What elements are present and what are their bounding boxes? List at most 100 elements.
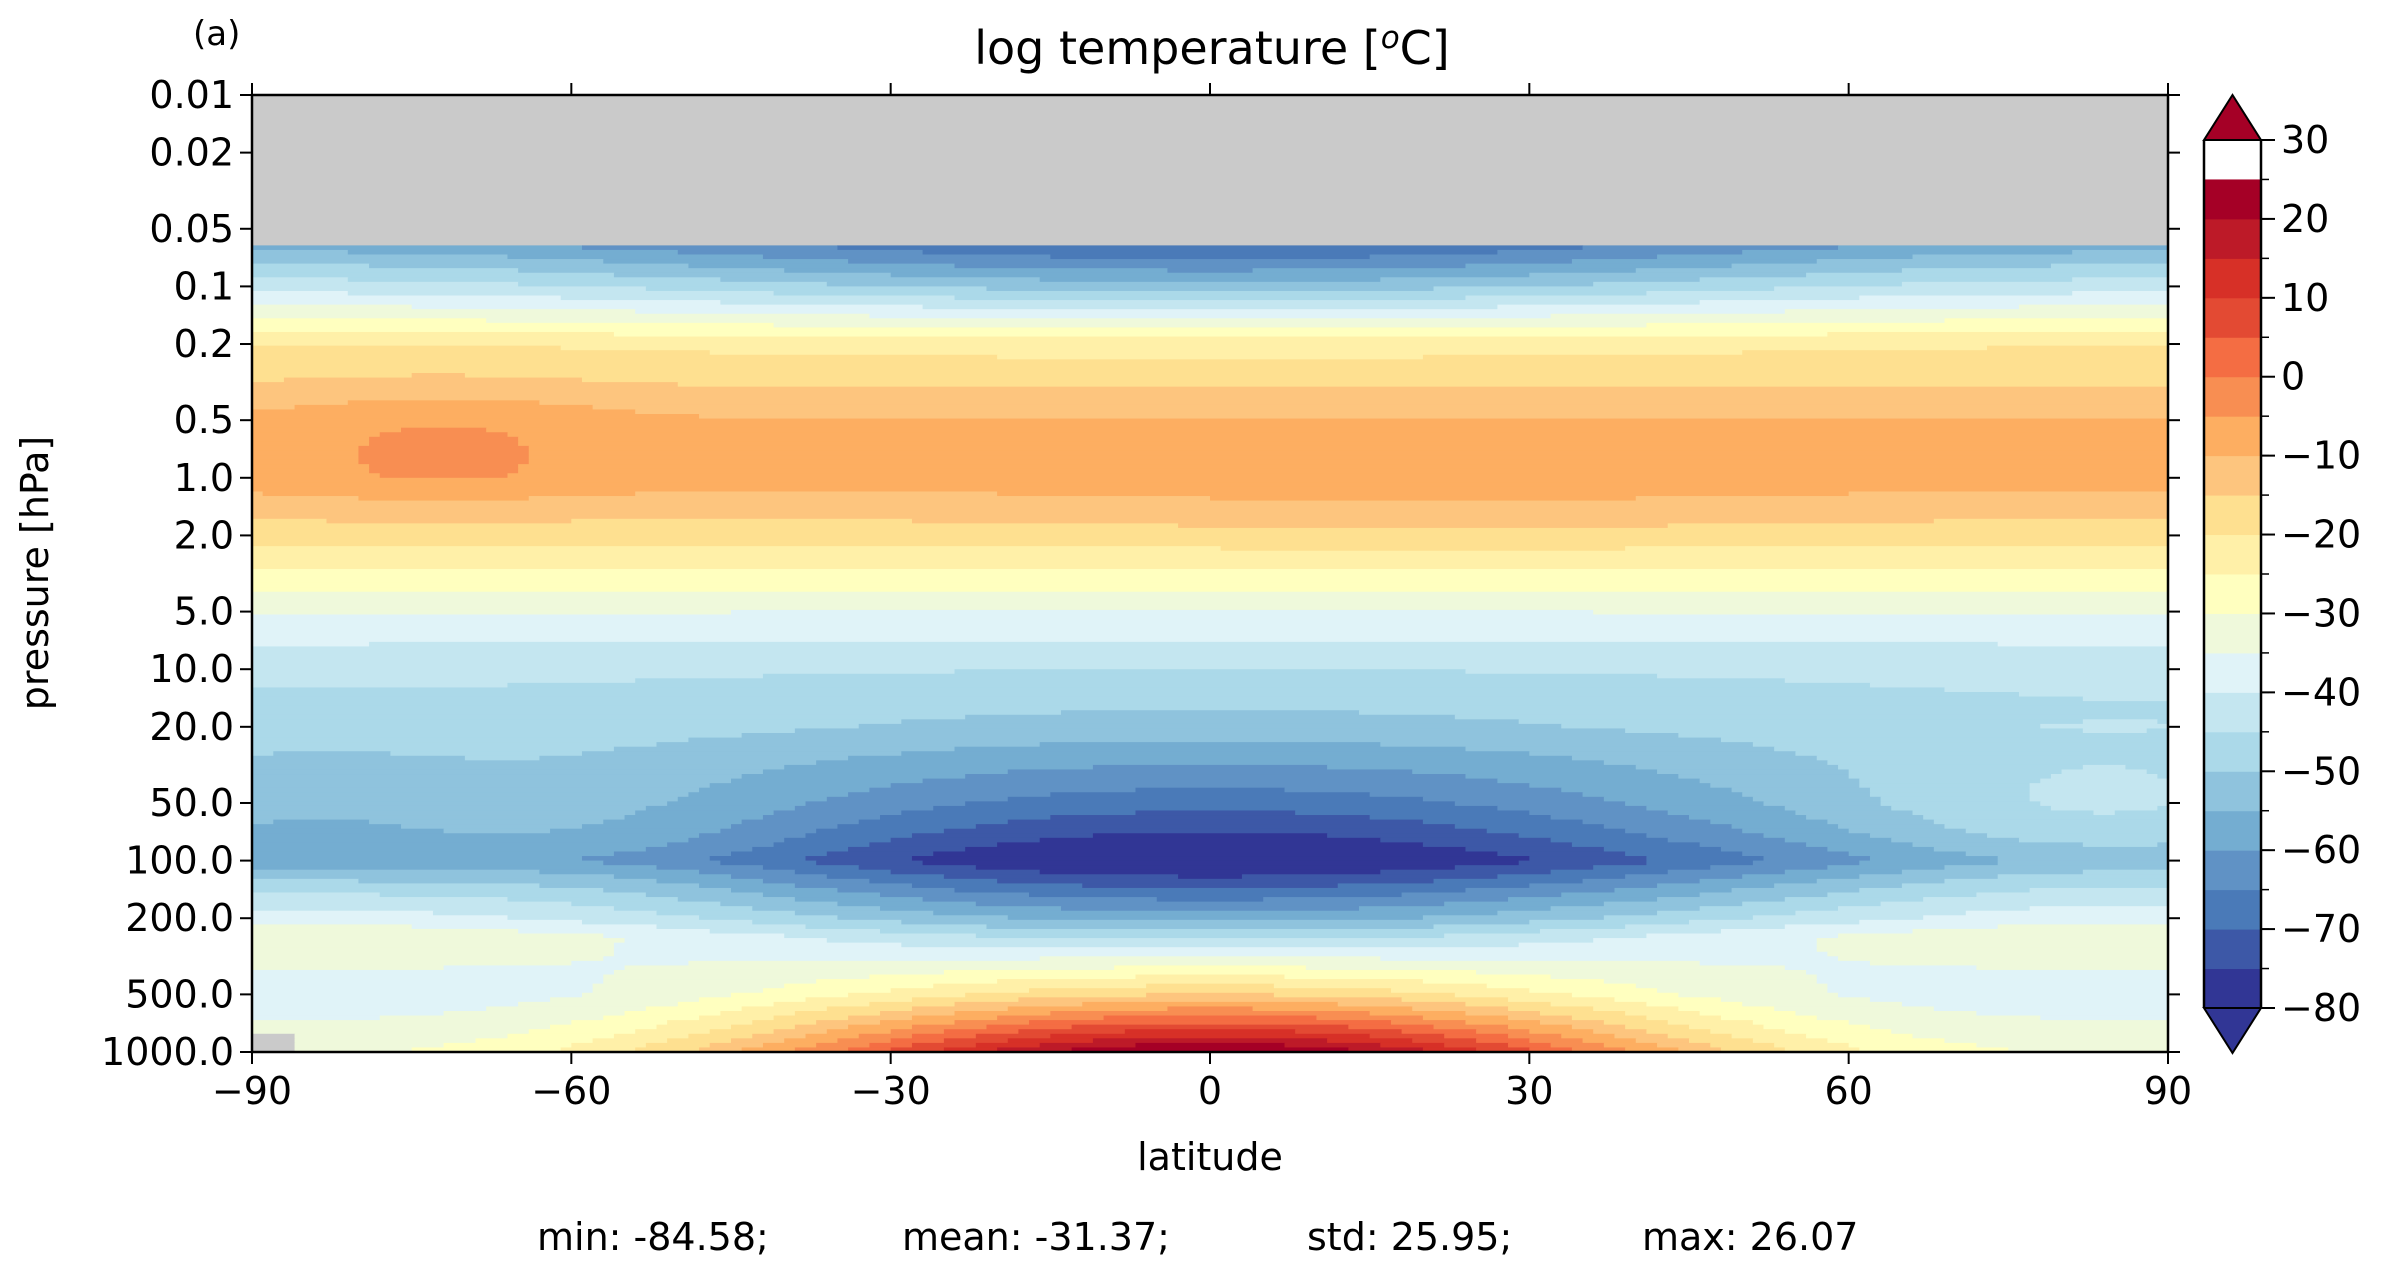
contour-cell [975, 1042, 1041, 1049]
contour-cell [369, 468, 519, 474]
contour-cell [252, 277, 349, 283]
contour-cell [1774, 746, 2168, 752]
contour-cell [1273, 992, 1456, 998]
contour-cell [1901, 281, 2168, 287]
contour-cell [1007, 1006, 1169, 1012]
contour-cell [1859, 295, 2168, 301]
contour-cell [880, 1020, 956, 1026]
contour-cell [1646, 856, 1765, 862]
contour-cell [518, 928, 711, 935]
contour-cell [369, 641, 1999, 648]
contour-cell [1848, 769, 2063, 775]
contour-cell [986, 1024, 1073, 1030]
contour-cell [2029, 783, 2168, 789]
colorbar-swatch [2204, 337, 2261, 378]
contour-cell [252, 1033, 296, 1039]
contour-cell [252, 887, 604, 894]
contour-cell [1657, 988, 1828, 994]
contour-cell [252, 222, 2168, 228]
contour-cell [1476, 1029, 1530, 1035]
contour-cell [1359, 710, 2168, 716]
contour-cell [1699, 842, 1807, 848]
contour-cell [1380, 742, 1754, 748]
contour-cell [411, 304, 924, 310]
chart-title-main: log temperature [ [974, 21, 1380, 75]
contour-cell [1135, 787, 1286, 793]
contour-cell [252, 719, 902, 725]
contour-cell [369, 819, 604, 825]
contour-cell [699, 915, 839, 921]
contour-cell [252, 537, 2168, 543]
contour-cell [1508, 1033, 1562, 1039]
contour-cell [1667, 1020, 1754, 1026]
contour-cell [1891, 1029, 2168, 1035]
contour-cell [252, 673, 764, 679]
contour-cell [1454, 801, 1626, 807]
contour-cell [518, 441, 2168, 447]
contour-cell [805, 856, 913, 862]
contour-cell [890, 783, 1530, 789]
contour-cell [901, 919, 1530, 925]
contour-cell [571, 518, 913, 524]
contour-cell [890, 272, 1530, 278]
contour-cell [837, 901, 977, 907]
contour-cell [1007, 796, 1424, 802]
contour-cell [1806, 842, 1914, 848]
contour-cell [1763, 1024, 1871, 1030]
contour-cell [603, 1015, 700, 1021]
contour-cell [252, 459, 360, 465]
contour-cell [528, 445, 2168, 452]
contour-cell [762, 769, 1009, 775]
contour-cell [252, 145, 2168, 151]
contour-cell [677, 249, 924, 256]
contour-cell [1784, 897, 1924, 903]
contour-cell [603, 979, 817, 985]
contour-cell [1901, 268, 2168, 274]
contour-cell [1742, 249, 2073, 256]
contour-cell [252, 436, 370, 442]
contour-cell [1731, 1033, 1807, 1039]
contour-cell [486, 1006, 647, 1012]
contour-cell [816, 760, 1605, 766]
contour-cell [1869, 1024, 2168, 1030]
contour-cell [613, 942, 902, 948]
contour-cell [688, 737, 1722, 743]
y-axis: 0.01 0.02 0.05 0.1 0.2 0.5 1.0 2.0 5.0 10.0 20.0 50… [101, 73, 2180, 1074]
contour-cell [592, 983, 785, 989]
contour-cell [603, 956, 1041, 962]
contour-cell [252, 728, 796, 734]
contour-cell [731, 851, 828, 857]
contour-cell [252, 846, 647, 853]
contour-cell [1774, 883, 1903, 889]
contour-cell [1050, 254, 1371, 260]
contour-cell [1582, 878, 1701, 884]
contour-cell [252, 938, 626, 944]
contour-cell [1146, 983, 1275, 989]
contour-cell [880, 815, 1051, 821]
y-tick-label: 100.0 [125, 839, 234, 883]
contour-cell [1944, 1038, 2168, 1044]
contour-cell [252, 687, 1946, 693]
contour-cell [252, 578, 2168, 584]
contour-cell [1678, 1006, 1775, 1012]
contour-cell [1465, 846, 1605, 853]
contour-cell [603, 259, 849, 265]
contour-cell [773, 1029, 828, 1035]
contour-cell [1337, 883, 1530, 889]
contour-cell [954, 887, 1467, 894]
contour-cell [294, 404, 594, 411]
contour-cell [1316, 1015, 1424, 1021]
contour-cell [794, 883, 913, 889]
contour-cell [1763, 856, 1871, 862]
contour-cell [2082, 764, 2127, 771]
contour-cell [603, 933, 785, 939]
contour-cell [911, 1033, 977, 1039]
contour-cell [1667, 523, 2168, 529]
contour-cell [262, 491, 636, 497]
contour-cell [1092, 1038, 1328, 1044]
contour-cell [1039, 837, 1381, 843]
contour-cell [252, 414, 700, 420]
contour-cell [2157, 842, 2168, 848]
contour-cell [252, 1015, 381, 1021]
contour-cell [2072, 277, 2168, 283]
